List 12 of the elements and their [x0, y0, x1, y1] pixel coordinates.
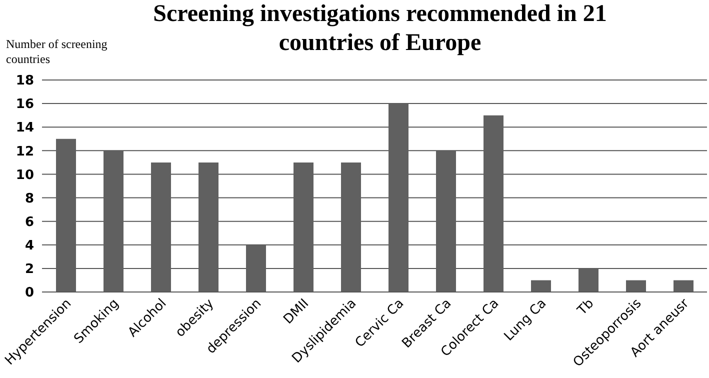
y-tick-label: 4	[24, 238, 34, 254]
y-tick-label: 14	[16, 120, 34, 136]
y-tick-label: 8	[24, 191, 34, 206]
y-tick-label: 16	[16, 97, 34, 112]
y-tick-label: 0	[24, 286, 34, 301]
y-tick-label: 12	[16, 144, 34, 160]
y-axis-title: Number of screening countries	[6, 37, 108, 67]
chart-title: Screening investigations recommended in 21 countries of Europe	[152, 0, 608, 58]
y-tick-label: 18	[16, 74, 34, 89]
y-tick-label: 6	[24, 214, 34, 230]
y-tick-label: 2	[24, 262, 34, 278]
y-tick-label: 10	[16, 168, 34, 183]
